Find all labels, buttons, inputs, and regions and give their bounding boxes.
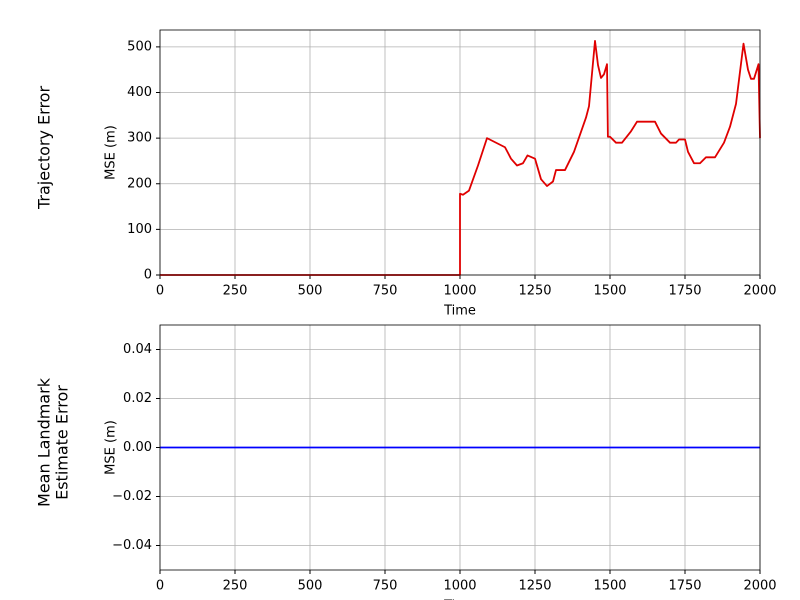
x-tick-label: 0 (156, 579, 164, 594)
y-tick-label: −0.02 (112, 489, 152, 504)
row-label: Trajectory Error (35, 86, 54, 211)
row-label: Mean Landmark (35, 377, 54, 507)
row-label: Estimate Error (53, 385, 72, 500)
x-tick-label: 750 (373, 579, 398, 594)
y-tick-label: 200 (127, 176, 152, 191)
x-tick-label: 1750 (668, 579, 701, 594)
y-axis-label: MSE (m) (104, 420, 119, 475)
y-axis-label: MSE (m) (104, 125, 119, 180)
x-tick-label: 1000 (443, 284, 476, 299)
plot-frame (159, 324, 761, 571)
x-tick-label: 500 (298, 284, 323, 299)
x-tick-label: 750 (373, 284, 398, 299)
x-tick-label: 1500 (593, 284, 626, 299)
y-tick-label: 0.02 (123, 391, 152, 406)
x-tick-label: 2000 (743, 579, 776, 594)
plot-frame (159, 29, 761, 276)
x-tick-label: 2000 (743, 284, 776, 299)
x-tick-label: 1750 (668, 284, 701, 299)
y-tick-label: 400 (127, 85, 152, 100)
y-tick-label: 300 (127, 131, 152, 146)
y-tick-label: 0.04 (123, 342, 152, 357)
x-tick-label: 500 (298, 579, 323, 594)
y-tick-label: 100 (127, 222, 152, 237)
y-tick-label: 0 (144, 268, 152, 283)
y-tick-label: −0.04 (112, 538, 152, 553)
x-tick-label: 1250 (518, 579, 551, 594)
y-tick-label: 0.00 (123, 440, 152, 455)
x-tick-label: 250 (223, 284, 248, 299)
x-axis-label: Time (443, 599, 476, 600)
x-tick-label: 1250 (518, 284, 551, 299)
data-line (160, 40, 761, 276)
y-tick-label: 500 (127, 39, 152, 54)
x-axis-label: Time (443, 304, 476, 319)
x-tick-label: 0 (156, 284, 164, 299)
x-tick-label: 250 (223, 579, 248, 594)
x-tick-label: 1500 (593, 579, 626, 594)
x-tick-label: 1000 (443, 579, 476, 594)
